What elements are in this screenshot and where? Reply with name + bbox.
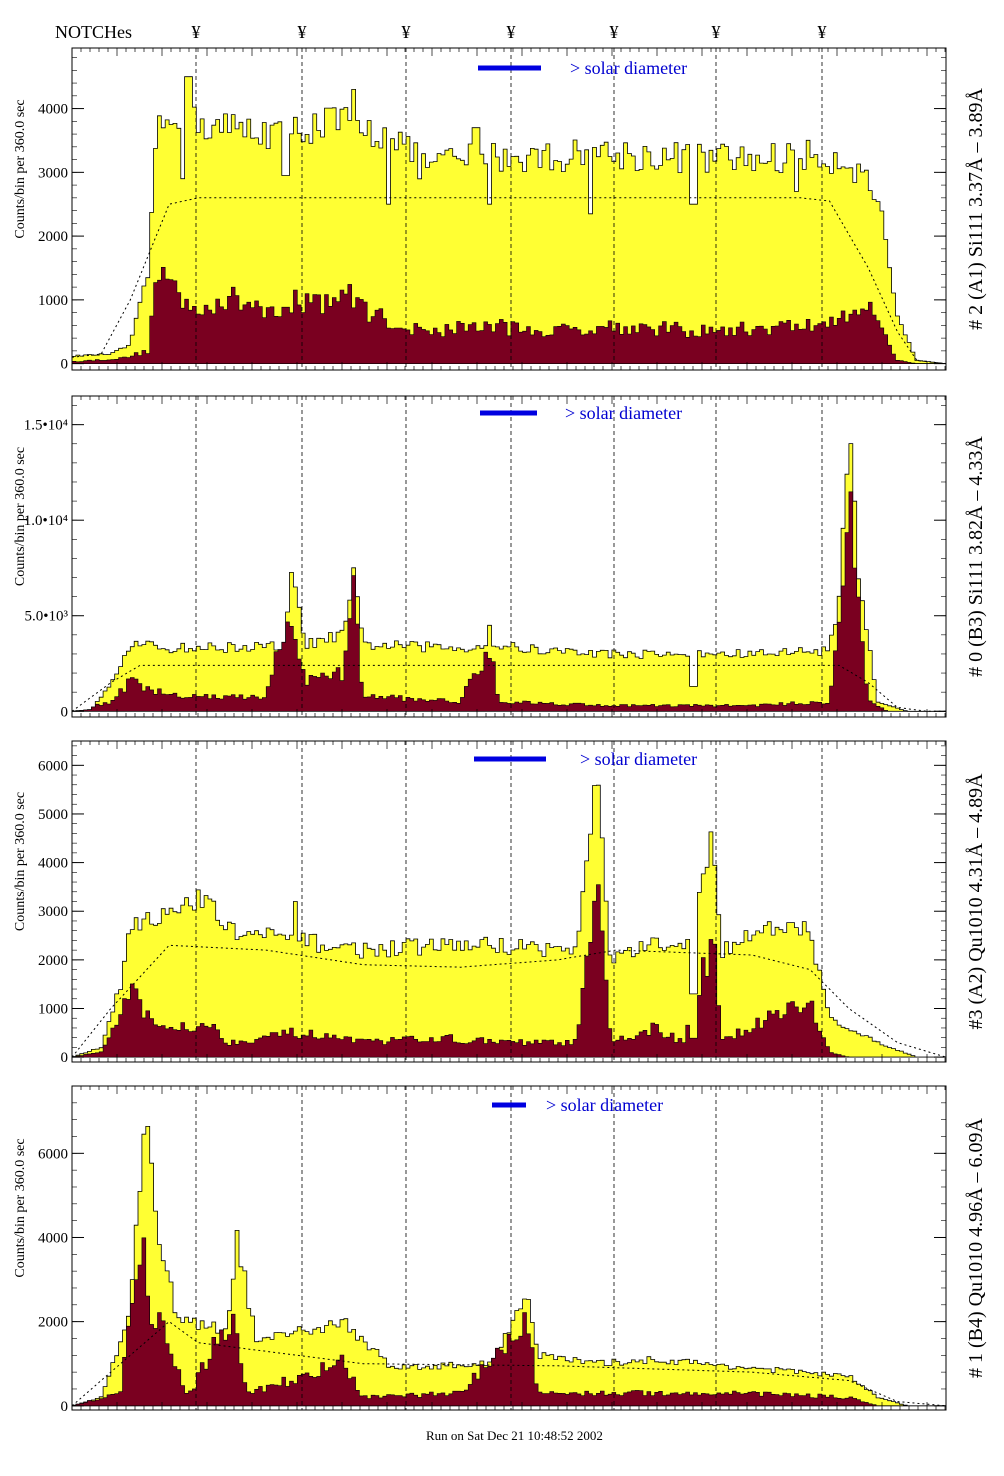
panel-2: 0 5.0•10³ 1.0•10⁴ 1.5•10⁴ Counts/bin per 360… [13,395,987,720]
solar-diameter-label: > solar diameter [565,403,682,423]
maroon-counts-histogram [71,884,947,1058]
notch-symbol-3: ¥ [402,22,411,42]
y-tick-label: 4000 [38,102,68,118]
panel-frame [71,47,947,371]
notch-symbol-2: ¥ [298,22,307,42]
chart-panels: 0 1000 2000 3000 4000 Counts/bin per 360.0 se… [13,47,987,1415]
y-tick-label: 0 [61,1399,69,1415]
y-axis-title: Counts/bin per 360.0 sec [13,1138,28,1277]
y-tick-label: 5.0•10³ [25,609,69,625]
maroon-counts-histogram [71,1237,947,1407]
yellow-counts-histogram [71,76,947,365]
model-curve [71,197,947,365]
solar-diameter-label: > solar diameter [580,749,697,769]
notch-symbol-5: ¥ [610,22,619,42]
y-tick-label: 0 [61,704,69,720]
y-axis-title: Counts/bin per 360.0 sec [13,99,28,238]
panel-frame [71,395,947,718]
y-axis-title: Counts/bin per 360.0 sec [13,792,28,931]
detector-title: # 2 (A1) Si111 3.37Å – 3.89Å [965,88,987,330]
maroon-counts-histogram [71,267,947,364]
model-curve [71,1320,947,1407]
notch-symbol-1: ¥ [192,22,201,42]
panel-1: 0 1000 2000 3000 4000 Counts/bin per 360.0 se… [13,47,987,373]
y-tick-label: 3000 [38,165,68,181]
panel-4: 0 2000 4000 6000 Counts/bin per 360.0 sec # 1… [13,1085,987,1415]
y-tick-label: 5000 [38,807,68,823]
notch-symbol-7: ¥ [818,22,827,42]
y-tick-label: 4000 [38,856,68,872]
y-tick-label: 1.0•10⁴ [24,513,68,529]
model-curve [71,944,947,1058]
y-axis-title: Counts/bin per 360.0 sec [13,447,28,586]
solar-diameter-label: > solar diameter [546,1095,663,1115]
notches-label: NOTCHes [55,22,132,42]
y-tick-label: 1.5•10⁴ [24,418,68,434]
detector-title: # 0 (B3) Si111 3.82Å – 4.33Å [965,436,987,677]
detector-title: # 1 (B4) Qu1010 4.96Å – 6.09Å [965,1117,987,1378]
y-tick-label: 2000 [38,1315,68,1331]
notch-symbols: ¥ ¥ ¥ ¥ ¥ ¥ ¥ [192,22,827,42]
solar-diameter-label: > solar diameter [570,58,687,78]
y-tick-label: 4000 [38,1230,68,1246]
run-timestamp: Run on Sat Dec 21 10:48:52 2002 [426,1428,603,1443]
y-tick-label: 1000 [38,1002,68,1018]
panel-3: 0 1000 2000 3000 4000 5000 6000 Counts/bin per … [13,740,987,1066]
y-tick-label: 6000 [38,1146,68,1162]
y-tick-label: 0 [61,1050,69,1066]
y-tick-label: 1000 [38,293,68,309]
y-tick-label: 0 [61,357,69,373]
yellow-counts-histogram [71,784,947,1058]
notch-symbol-6: ¥ [712,22,721,42]
y-tick-label: 6000 [38,758,68,774]
y-tick-label: 2000 [38,953,68,969]
model-curve [71,664,946,712]
y-tick-label: 2000 [38,229,68,245]
y-tick-label: 3000 [38,904,68,920]
notch-symbol-4: ¥ [507,22,516,42]
panel-frame [71,1085,947,1411]
detector-title: #3 (A2) Qu1010 4.31Å – 4.89Å [965,773,987,1030]
maroon-counts-histogram [71,491,947,712]
yellow-counts-histogram [71,443,947,712]
